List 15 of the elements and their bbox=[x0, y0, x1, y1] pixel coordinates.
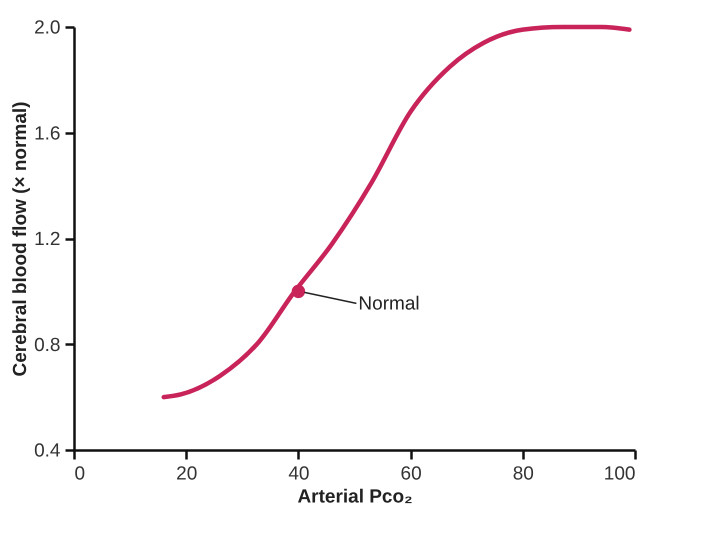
y-tick-label: 0.8 bbox=[34, 334, 60, 356]
y-tick-label: 0.4 bbox=[34, 440, 61, 462]
x-axis-title: Arterial Pco₂ bbox=[297, 486, 413, 508]
y-tick-label: 1.2 bbox=[34, 229, 60, 250]
annotation: Normal bbox=[358, 293, 420, 314]
y-tick-label: 2.0 bbox=[34, 18, 60, 38]
line-series bbox=[162, 24, 632, 400]
x-tick-label: 100 bbox=[604, 464, 636, 484]
x-tick-label: 0 bbox=[74, 464, 86, 484]
y-tick-label: 1.6 bbox=[34, 123, 60, 144]
x-tick-label: 20 bbox=[176, 464, 198, 484]
x-tick-label: 60 bbox=[400, 464, 422, 484]
x-tick-label: 80 bbox=[512, 464, 534, 484]
y-axis-title: Cerebral blood flow (× normal) bbox=[10, 102, 32, 376]
x-tick-label: 40 bbox=[288, 464, 310, 484]
